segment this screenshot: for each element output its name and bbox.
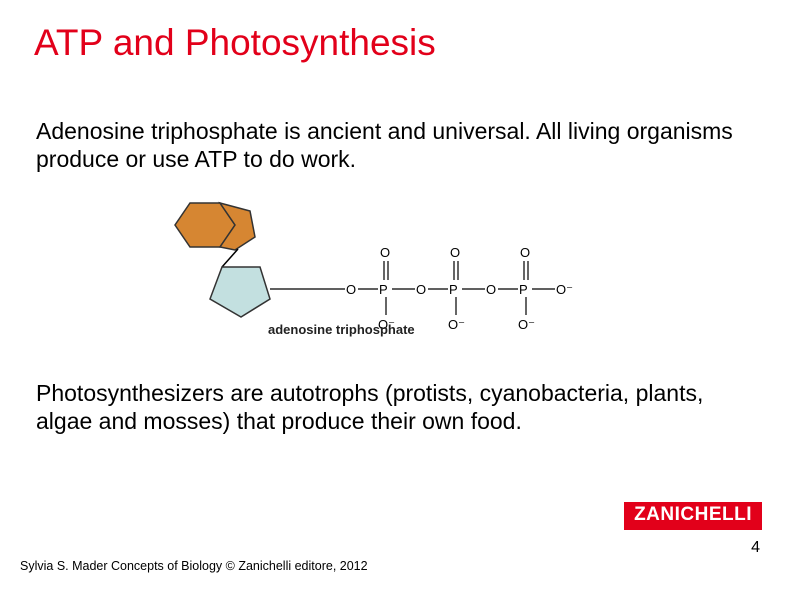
phosphate-group-2: O P O O⁻ [416, 245, 485, 332]
footer-citation: Sylvia S. Mader Concepts of Biology © Za… [20, 559, 368, 573]
oxygen-terminal: O⁻ [556, 282, 573, 297]
molecule-label: adenosine triphosphate [268, 322, 415, 337]
paragraph-1: Adenosine triphosphate is ancient and un… [36, 118, 758, 173]
oxygen-top: O [380, 245, 390, 260]
phosphorus-label: P [519, 282, 528, 297]
slide: ATP and Photosynthesis Adenosine triphos… [0, 0, 794, 595]
oxygen-top: O [520, 245, 530, 260]
phosphorus-label: P [449, 282, 458, 297]
oxygen-label: O [416, 282, 426, 297]
adenine-base [175, 203, 255, 250]
slide-title: ATP and Photosynthesis [34, 22, 436, 65]
page-number: 4 [751, 539, 760, 557]
oxygen-label: O [486, 282, 496, 297]
oxygen-charge: O⁻ [518, 317, 535, 332]
ribose-sugar [210, 267, 270, 317]
glycosidic-bond [222, 249, 238, 267]
zanichelli-logo: ZANICHELLI [624, 502, 762, 530]
oxygen-label: O [346, 282, 356, 297]
phosphate-group-1: O P O O⁻ [346, 245, 415, 332]
phosphorus-label: P [379, 282, 388, 297]
oxygen-charge: O⁻ [448, 317, 465, 332]
phosphate-group-3: O P O O⁻ O⁻ [486, 245, 573, 332]
oxygen-top: O [450, 245, 460, 260]
paragraph-2: Photosynthesizers are autotrophs (protis… [36, 380, 758, 435]
